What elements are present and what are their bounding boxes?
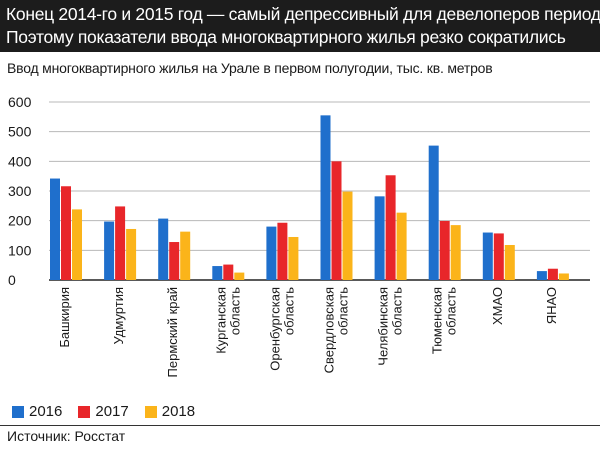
x-tick-label: Челябинскаяобласть [376,287,405,366]
footer-divider [0,425,600,426]
bar-2017 [493,233,504,280]
legend-label: 2018 [161,403,196,420]
x-tick-label-line: Пермский край [165,287,180,377]
x-tick-label: Пермский край [165,287,180,377]
bar-2017 [169,242,180,280]
source-note: Источник: Росстат [7,428,126,444]
bar-2016 [320,115,331,280]
x-tick-label-line: Челябинская [376,287,391,366]
bar-2018 [288,236,299,280]
legend-swatch [144,405,157,418]
bar-2018 [342,191,353,280]
y-tick-label: 400 [8,153,32,169]
bar-2017 [331,161,342,280]
x-tick-label: Башкирия [57,287,72,348]
x-tick-label-line: область [336,287,351,335]
chart-legend: 2016 2017 2018 [12,403,211,420]
x-tick-label: ХМАО [490,287,505,325]
x-tick-label-line: область [227,287,242,335]
legend-swatch [78,405,91,418]
bar-2018 [234,272,245,280]
x-tick-label: Курганскаяобласть [213,287,242,354]
bar-2017 [547,268,558,280]
x-tick-label: Тюменскаяобласть [430,287,459,354]
chart-header: Конец 2014-го и 2015 год — самый депресс… [0,0,600,52]
x-tick-label-line: ЯНАО [544,287,559,324]
bar-2016 [212,266,223,280]
y-tick-label: 600 [8,94,32,110]
bar-2018 [126,228,137,280]
bar-chart: 0 100 200 300 400 500 600 Башкирия Удмуртия Пермс… [8,94,590,377]
bar-2018 [396,212,407,280]
x-tick-label-line: Свердловская [322,287,337,373]
x-tick-label-line: область [281,287,296,335]
y-tick-label: 0 [8,272,16,288]
legend-item-2017: 2017 [78,403,129,420]
bar-2017 [223,264,234,280]
bar-2018 [450,225,461,280]
legend-label: 2017 [95,403,129,420]
bar-2017 [277,222,288,280]
x-tick-label-line: область [390,287,405,335]
legend-label: 2016 [29,403,63,420]
x-tick-label-line: Удмуртия [111,287,126,344]
x-tick-label: ЯНАО [544,287,559,324]
header-line-2: Поэтому показатели ввода многоквартирног… [6,27,566,47]
bar-2016 [482,232,493,280]
x-tick-label-line: Тюменская [430,287,445,354]
bar-2017 [115,206,126,280]
bar-2017 [439,220,450,280]
x-tick-label: Свердловскаяобласть [322,287,351,374]
x-tick-label-line: ХМАО [490,287,505,325]
x-tick-label-line: область [444,287,459,335]
bar-2016 [536,271,547,280]
legend-item-2018: 2018 [144,403,196,420]
bar-2016 [50,178,60,280]
x-tick-label-line: Оренбургская [267,287,282,371]
bar-2018 [558,273,569,280]
bar-2018 [180,231,191,280]
x-tick-label-line: Башкирия [57,287,72,348]
bar-2016 [428,145,439,280]
x-tick-label-line: Курганская [213,287,228,354]
legend-swatch [12,405,24,418]
bar-2017 [385,175,396,280]
y-tick-label: 300 [8,183,32,199]
legend-item-2016: 2016 [12,403,62,420]
bar-2018 [504,244,515,280]
bar-2016 [104,221,115,280]
y-tick-label: 100 [8,242,32,258]
x-tick-label: Удмуртия [111,287,126,344]
y-tick-label: 200 [8,213,32,229]
bar-2017 [61,186,71,280]
y-tick-label: 500 [8,124,32,140]
bar-2018 [72,209,82,280]
x-tick-label: Оренбургскаяобласть [267,287,296,371]
chart-title: Ввод многоквартирного жилья на Урале в п… [7,60,493,76]
bar-2016 [158,218,169,280]
bar-2016 [374,196,385,280]
bar-2016 [266,226,277,280]
header-line-1: Конец 2014-го и 2015 год — самый депресс… [6,4,600,24]
